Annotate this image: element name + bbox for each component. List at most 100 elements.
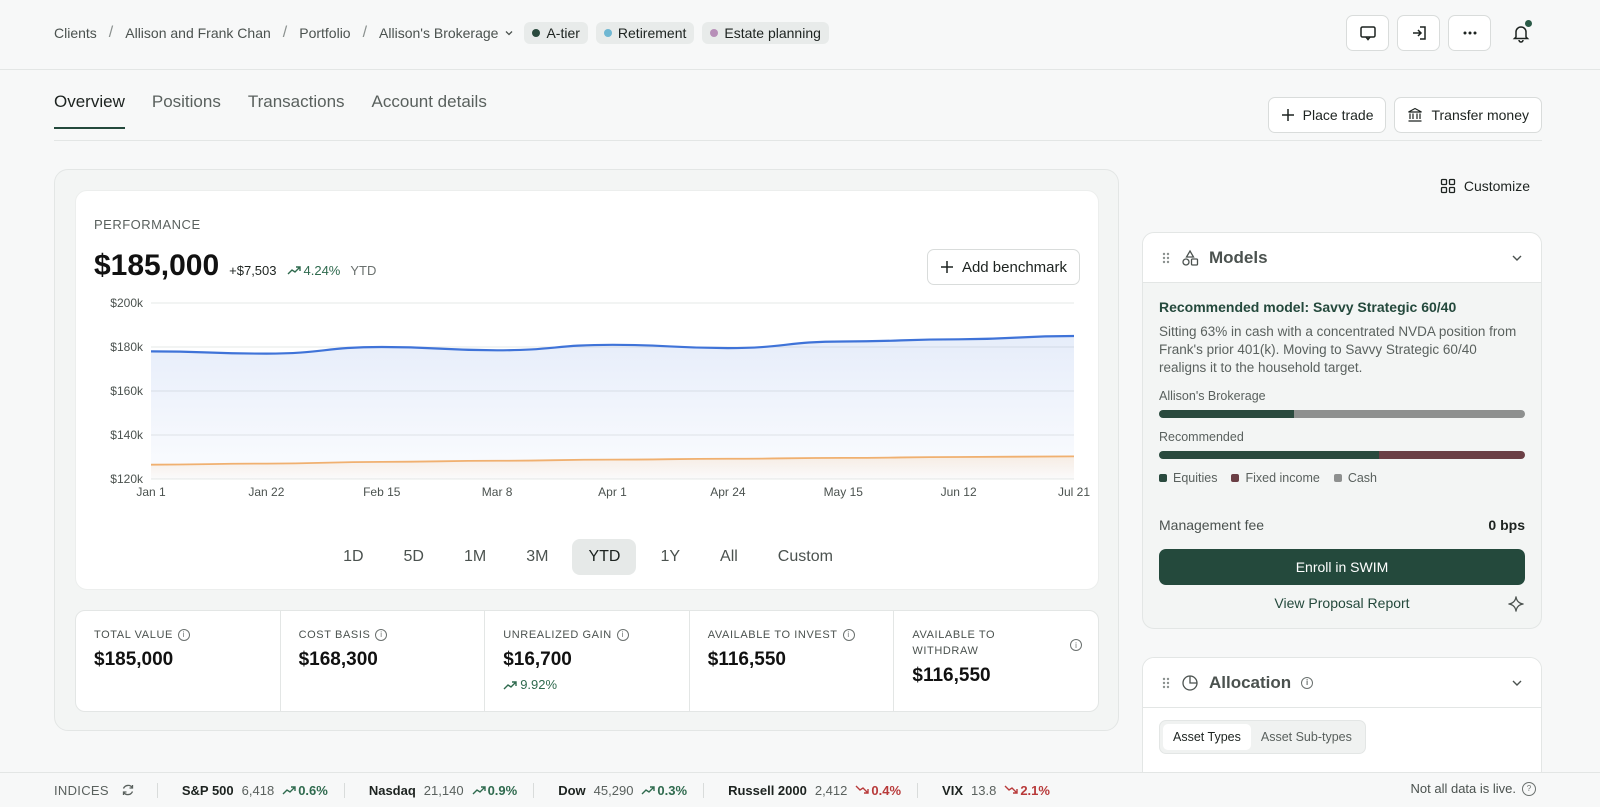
- login-as-client-button[interactable]: [1397, 15, 1440, 51]
- stat-available-to-withdraw: AVAILABLE TO WITHDRAW i $116,550: [894, 611, 1098, 711]
- bell-icon: [1512, 26, 1529, 43]
- ticker-name: VIX: [942, 782, 963, 798]
- add-benchmark-button[interactable]: Add benchmark: [926, 249, 1080, 285]
- ticker-change: 0.3%: [641, 783, 687, 798]
- ticker-value: 2,412: [814, 782, 848, 798]
- chevron-down-icon[interactable]: [1511, 252, 1523, 264]
- ticker-nasdaq[interactable]: Nasdaq 21,140 0.9%: [345, 782, 535, 798]
- ticker-value: 45,290: [593, 782, 634, 798]
- performance-value: $185,000: [94, 249, 220, 282]
- breadcrumb-clients[interactable]: Clients: [54, 25, 97, 41]
- ticker-russell2000[interactable]: Russell 2000 2,412 0.4%: [704, 782, 919, 798]
- ticker-change: 2.1%: [1004, 783, 1050, 798]
- seg-asset-sub-types[interactable]: Asset Sub-types: [1260, 730, 1352, 744]
- top-bar: Clients / Allison and Frank Chan / Portf…: [0, 0, 1600, 70]
- tab-actions: Place trade Transfer money: [1267, 97, 1542, 133]
- ticker-dow[interactable]: Dow 45,290 0.3%: [534, 782, 705, 798]
- range-1y[interactable]: 1Y: [660, 548, 681, 565]
- legend-label: Fixed income: [1245, 471, 1320, 485]
- ticker-change: 0.6%: [282, 783, 328, 798]
- range-1m[interactable]: 1M: [463, 548, 487, 565]
- view-proposal-link[interactable]: View Proposal Report: [1159, 595, 1525, 613]
- tab-bar: Overview Positions Transactions Account …: [54, 92, 487, 129]
- seg-asset-types[interactable]: Asset Types: [1163, 724, 1251, 750]
- performance-pct: 4.24%: [287, 263, 340, 278]
- info-icon[interactable]: i: [1069, 639, 1082, 651]
- tab-transactions[interactable]: Transactions: [247, 92, 345, 111]
- y-tick-label: $160k: [110, 384, 144, 398]
- info-icon[interactable]: i: [1301, 676, 1314, 689]
- data-live-notice-text: Not all data is live.: [1410, 781, 1517, 796]
- x-tick-label: Jun 12: [941, 485, 977, 499]
- range-5d[interactable]: 5D: [403, 548, 424, 565]
- x-tick-label: Apr 24: [710, 485, 746, 499]
- stat-sub-value: 9.92%: [520, 677, 558, 692]
- plus-icon: [940, 261, 953, 273]
- bank-icon: [1408, 107, 1423, 122]
- tab-overview[interactable]: Overview: [54, 92, 125, 129]
- info-icon[interactable]: i: [375, 629, 388, 641]
- indices-label: INDICES: [54, 782, 109, 798]
- info-icon[interactable]: i: [177, 629, 190, 641]
- stat-value: $116,550: [912, 665, 991, 686]
- stat-label: UNREALIZED GAIN i: [503, 627, 653, 643]
- breadcrumb-separator: /: [282, 24, 288, 41]
- range-all[interactable]: All: [720, 548, 738, 565]
- drag-handle-icon[interactable]: [1161, 251, 1171, 265]
- x-tick-label: Jan 1: [136, 485, 166, 499]
- info-icon[interactable]: i: [842, 629, 855, 641]
- transfer-money-label: Transfer money: [1431, 107, 1529, 123]
- legend-swatch: [1333, 474, 1342, 482]
- breadcrumb: Clients / Allison and Frank Chan / Portf…: [54, 22, 837, 44]
- customize-button[interactable]: Customize: [1440, 178, 1530, 194]
- recommended-allocation-bar: [1159, 451, 1525, 459]
- place-trade-label: Place trade: [1302, 107, 1374, 123]
- models-header[interactable]: Models: [1143, 233, 1541, 283]
- trend-down-icon: [1004, 785, 1019, 794]
- place-trade-button[interactable]: Place trade: [1267, 97, 1387, 133]
- stat-label-text: COST BASIS: [298, 629, 371, 641]
- chevron-down-icon: [505, 31, 513, 36]
- more-button[interactable]: [1448, 15, 1491, 51]
- ticker-change-value: 2.1%: [1020, 782, 1050, 798]
- ticker-sp500[interactable]: S&P 500 6,418 0.6%: [158, 782, 345, 798]
- tab-positions[interactable]: Positions: [151, 92, 221, 111]
- tag-dot: [603, 29, 612, 37]
- stat-value: $116,550: [707, 649, 786, 670]
- models-body: Recommended model: Savvy Strategic 60/40…: [1143, 283, 1541, 627]
- range-custom[interactable]: Custom: [777, 548, 833, 565]
- stat-label: COST BASIS i: [299, 627, 449, 643]
- breadcrumb-household[interactable]: Allison and Frank Chan: [125, 25, 271, 41]
- top-actions: [1346, 15, 1542, 51]
- range-ytd[interactable]: YTD: [572, 539, 637, 575]
- x-tick-label: Mar 8: [482, 485, 513, 499]
- indices-label-group: INDICES: [54, 782, 158, 798]
- sparkle-icon[interactable]: [1507, 595, 1525, 613]
- recommended-model-description: Sitting 63% in cash with a concentrated …: [1159, 324, 1517, 375]
- ticker-vix[interactable]: VIX 13.8 2.1%: [918, 783, 1066, 798]
- account-selector[interactable]: Allison's Brokerage: [379, 25, 514, 41]
- enroll-button[interactable]: Enroll in SWIM: [1159, 549, 1525, 585]
- chevron-down-icon[interactable]: [1511, 677, 1523, 689]
- info-icon[interactable]: ?: [1522, 781, 1536, 796]
- drag-handle-icon[interactable]: [1161, 676, 1171, 690]
- notifications-button[interactable]: [1499, 15, 1542, 51]
- stat-total-value: TOTAL VALUE i $185,000: [76, 611, 281, 711]
- plus-icon: [1281, 109, 1294, 121]
- series-area: [151, 336, 1074, 479]
- allocation-header[interactable]: Allocation i: [1143, 658, 1541, 708]
- message-button[interactable]: [1346, 15, 1389, 51]
- transfer-money-button[interactable]: Transfer money: [1394, 97, 1542, 133]
- tab-account-details[interactable]: Account details: [371, 92, 487, 111]
- stat-available-to-invest: AVAILABLE TO INVEST i $116,550: [690, 611, 895, 711]
- chat-icon: [1359, 26, 1376, 41]
- breadcrumb-portfolio[interactable]: Portfolio: [299, 25, 351, 41]
- x-tick-label: May 15: [824, 485, 864, 499]
- range-1d[interactable]: 1D: [343, 548, 364, 565]
- legend-cash: Cash: [1333, 471, 1377, 485]
- range-3m[interactable]: 3M: [526, 548, 549, 565]
- refresh-icon[interactable]: [121, 783, 135, 797]
- stats-row: TOTAL VALUE i $185,000 COST BASIS i $168,3…: [75, 610, 1099, 712]
- stat-label-text: UNREALIZED GAIN: [503, 629, 612, 641]
- info-icon[interactable]: i: [616, 629, 629, 641]
